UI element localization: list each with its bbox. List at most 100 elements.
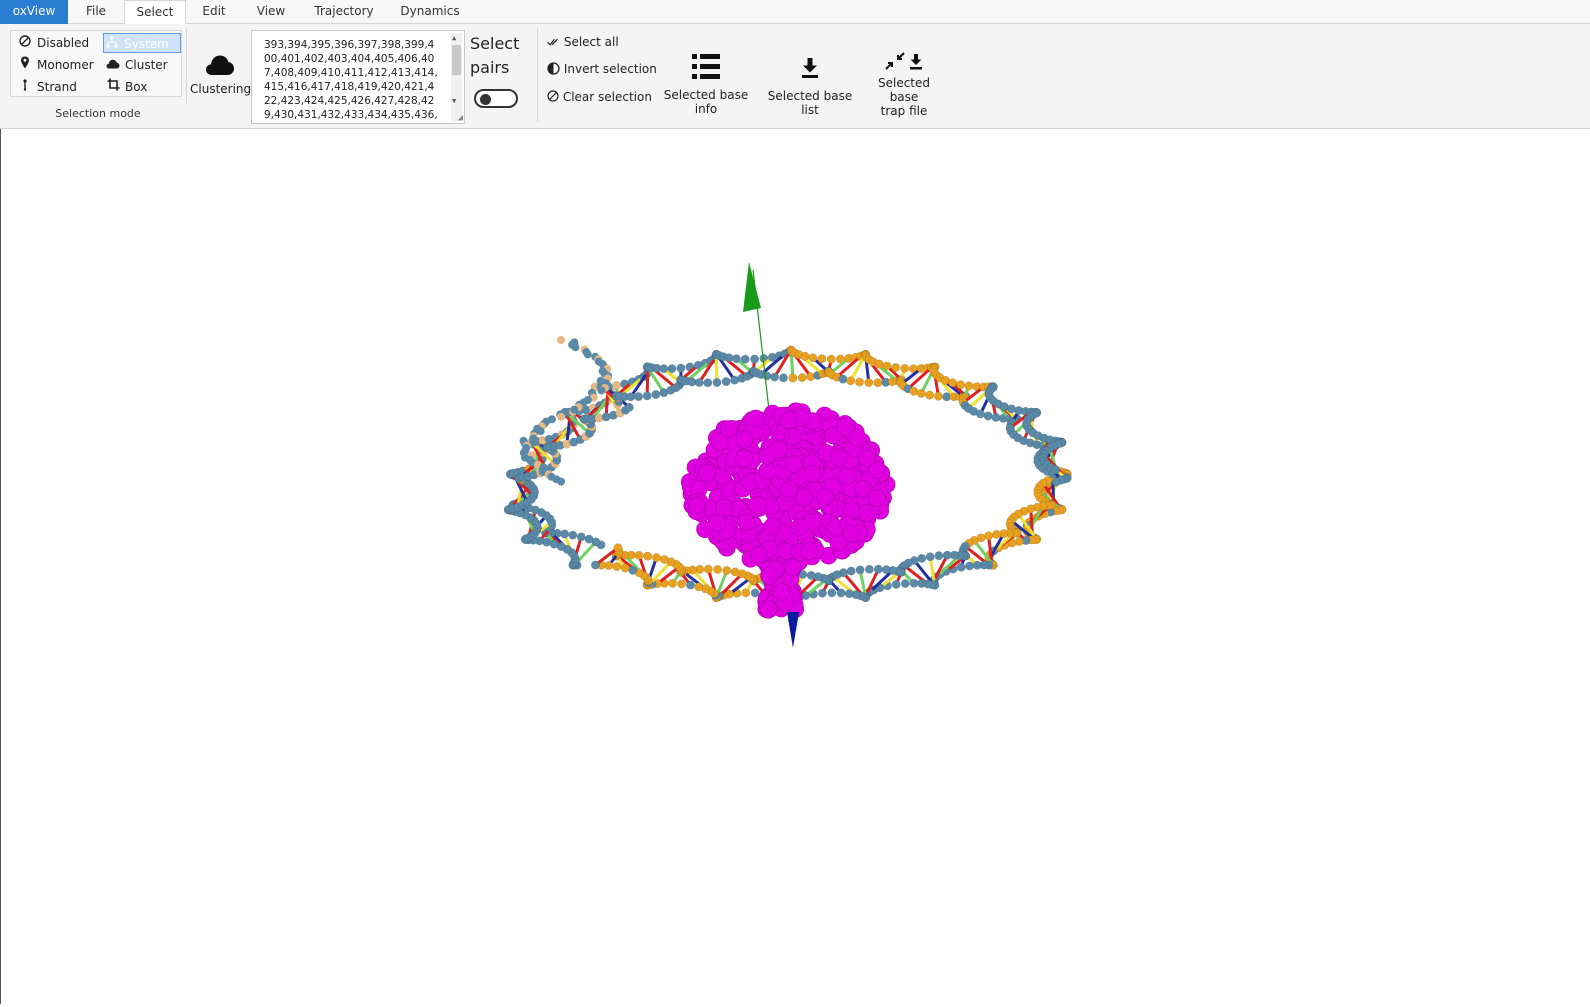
axis-arrow-green	[743, 262, 761, 312]
selected-nucleotide	[816, 489, 833, 506]
scroll-down-icon[interactable]: ▼	[452, 97, 456, 105]
tab-oxview[interactable]: oxView	[0, 0, 68, 24]
mode-box-option[interactable]: Box	[105, 77, 181, 97]
nucleotide	[591, 561, 599, 569]
selected-base-trap-file-button[interactable]: Selected base trap file	[862, 52, 946, 118]
mode-disabled-option[interactable]: Disabled	[17, 33, 101, 53]
selected-nucleotide	[716, 499, 733, 516]
nucleotide	[635, 551, 643, 559]
nucleotide	[779, 374, 787, 382]
nucleotide	[934, 392, 942, 400]
selected-base-list-button[interactable]: Selected base list	[760, 58, 860, 117]
selected-nucleotide	[795, 489, 812, 506]
nucleotide	[704, 379, 712, 387]
resize-grip-icon[interactable]: ◢	[458, 113, 463, 123]
axis-arrow-blue	[787, 612, 799, 648]
nucleotide	[627, 393, 635, 401]
invert-selection-button[interactable]: Invert selection	[547, 59, 657, 79]
textarea-scrollbar[interactable]: ▲ ▼	[451, 33, 462, 121]
tab-view[interactable]: View	[242, 0, 300, 24]
nucleotide	[847, 567, 855, 575]
compress-arrows-icon	[885, 59, 909, 73]
clear-selection-button[interactable]: Clear selection	[547, 87, 652, 107]
nucleotide	[984, 532, 992, 540]
selected-nucleotide	[830, 449, 847, 466]
select-all-label: Select all	[564, 35, 619, 49]
nucleotide	[926, 553, 934, 561]
select-pairs-line1: Select	[470, 32, 519, 56]
scroll-thumb[interactable]	[452, 45, 461, 75]
selected-ids-textarea[interactable]: 393,394,395,396,397,398,399,400,401,402,…	[251, 30, 465, 124]
selection-mode-group-label: Selection mode	[10, 107, 186, 120]
selected-nucleotide	[688, 497, 705, 514]
nucleotide	[874, 379, 882, 387]
selected-nucleotide	[786, 456, 803, 473]
nucleotide	[677, 580, 685, 588]
selected-nucleotide	[738, 514, 755, 531]
nucleotide	[943, 551, 951, 559]
tab-file[interactable]: File	[68, 0, 124, 24]
nucleotide	[585, 535, 593, 543]
download-icon	[760, 58, 860, 84]
nucleotide	[652, 553, 660, 561]
mode-monomer-label: Monomer	[37, 58, 94, 72]
selected-base-info-label: Selected base info	[654, 88, 758, 116]
nucleotide	[569, 531, 577, 539]
nucleotide	[695, 583, 703, 591]
mode-cluster-option[interactable]: Cluster	[105, 55, 181, 75]
mode-strand-option[interactable]: Strand	[17, 77, 101, 97]
mode-monomer-option[interactable]: Monomer	[17, 55, 101, 75]
select-pairs-toggle[interactable]	[474, 89, 518, 108]
tab-trajectory[interactable]: Trajectory	[300, 0, 388, 24]
nucleotide	[722, 377, 730, 385]
nucleotide	[935, 552, 943, 560]
nucleotide	[613, 562, 621, 570]
clustering-button[interactable]: Clustering	[190, 54, 250, 96]
nucleotide	[901, 579, 909, 587]
tab-edit[interactable]: Edit	[186, 0, 242, 24]
tab-select[interactable]: Select	[124, 0, 186, 25]
nucleotide	[704, 565, 712, 573]
select-pairs-label: Select pairs	[470, 32, 519, 80]
nucleotide	[918, 554, 926, 562]
molecule-viewport[interactable]	[0, 129, 1590, 1004]
selected-nucleotide	[843, 502, 860, 519]
nucleotide	[856, 566, 864, 574]
select-ribbon: Disabled System Monomer Cluster Strand B	[0, 24, 1590, 129]
mode-system-option[interactable]: System	[103, 33, 181, 53]
nucleotide	[789, 374, 797, 382]
selected-nucleotide	[804, 465, 821, 482]
nucleotide	[577, 533, 585, 541]
nucleotide	[571, 343, 579, 351]
nucleotide	[750, 355, 758, 363]
scroll-up-icon[interactable]: ▲	[452, 34, 456, 42]
clear-selection-label: Clear selection	[563, 90, 652, 104]
nucleotide	[731, 568, 739, 576]
selected-nucleotide	[699, 464, 716, 481]
dna-structure-render[interactable]	[1, 129, 1590, 1004]
nucleotide	[917, 579, 925, 587]
tab-dynamics[interactable]: Dynamics	[388, 0, 472, 24]
nucleotide	[612, 381, 620, 389]
nucleotide	[965, 562, 973, 570]
selected-nucleotide	[764, 518, 781, 535]
nucleotide	[660, 555, 668, 563]
nucleotide	[668, 364, 676, 372]
nucleotide	[976, 410, 984, 418]
nucleotide	[1015, 537, 1023, 545]
nucleotide	[550, 540, 558, 548]
trap-file-label-line1: Selected base	[862, 76, 946, 104]
nucleotide	[625, 403, 633, 411]
selected-nucleotide	[750, 546, 767, 563]
nucleotide	[1052, 478, 1060, 486]
invert-selection-label: Invert selection	[564, 62, 657, 76]
selected-base-info-button[interactable]: Selected base info	[654, 54, 758, 116]
nucleotide	[644, 552, 652, 560]
selected-nucleotide	[747, 410, 764, 427]
nucleotide	[643, 392, 651, 400]
nucleotide	[965, 382, 973, 390]
select-all-button[interactable]: Select all	[547, 32, 619, 52]
toggle-knob	[480, 94, 491, 105]
nucleotide	[925, 391, 933, 399]
nucleotide	[668, 579, 676, 587]
